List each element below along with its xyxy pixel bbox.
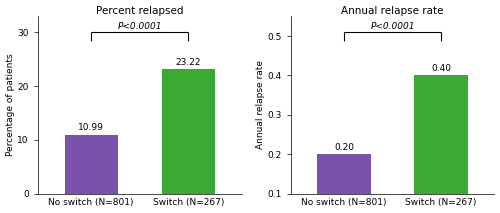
Y-axis label: Percentage of patients: Percentage of patients: [6, 54, 15, 156]
Text: P<0.0001: P<0.0001: [118, 22, 162, 30]
Title: Percent relapsed: Percent relapsed: [96, 6, 184, 16]
Text: 10.99: 10.99: [78, 123, 104, 132]
Bar: [64, 135, 118, 194]
Title: Annual relapse rate: Annual relapse rate: [342, 6, 444, 16]
Y-axis label: Annual relapse rate: Annual relapse rate: [256, 60, 264, 150]
Bar: [162, 69, 215, 194]
Bar: [414, 75, 468, 194]
Text: P<0.0001: P<0.0001: [370, 22, 415, 30]
Text: 23.22: 23.22: [176, 58, 201, 67]
Text: 0.40: 0.40: [431, 64, 451, 73]
Text: 0.20: 0.20: [334, 143, 354, 152]
Bar: [318, 154, 370, 194]
